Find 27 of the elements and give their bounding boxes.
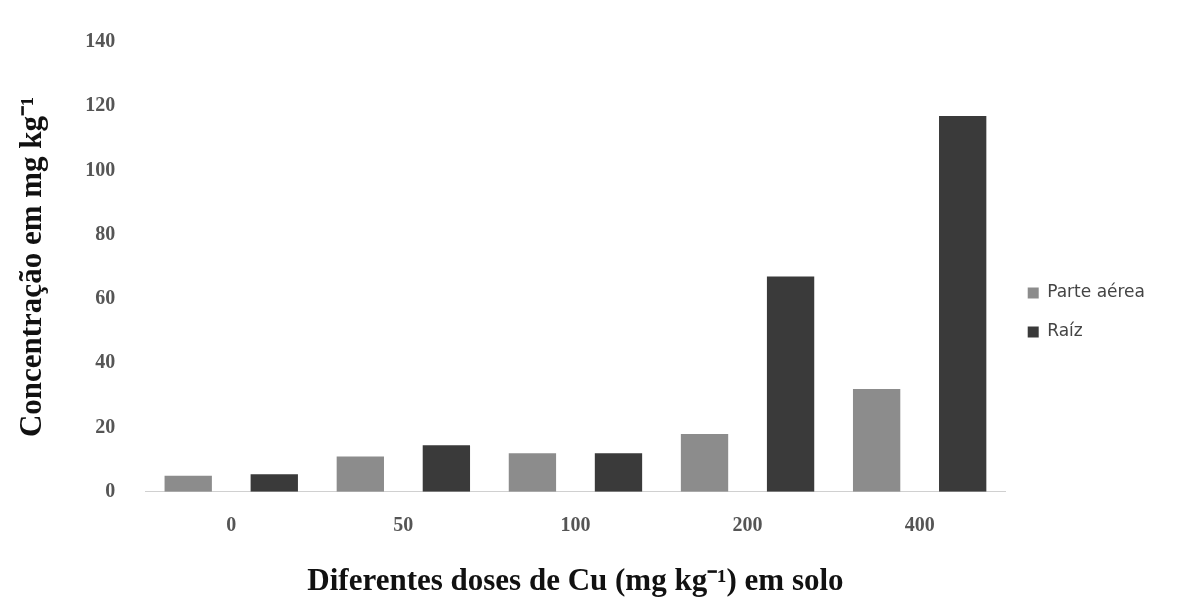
bar xyxy=(939,115,987,492)
bar xyxy=(680,433,729,492)
y-tick-label: 40 xyxy=(95,350,116,373)
legend-label: Parte aérea xyxy=(1047,281,1146,302)
bar xyxy=(422,445,471,492)
bar xyxy=(508,453,557,492)
y-tick-label: 80 xyxy=(95,221,116,244)
bar xyxy=(250,474,298,492)
bar xyxy=(852,388,901,492)
y-tick-label: 120 xyxy=(85,93,116,116)
x-tick-label: 200 xyxy=(732,512,763,535)
bar xyxy=(766,276,815,492)
y-tick-label: 140 xyxy=(85,29,116,52)
y-axis-title: Concentração em mg kg⁻¹ xyxy=(12,96,48,438)
bar xyxy=(336,456,384,492)
y-tick-label: 0 xyxy=(105,478,116,501)
bar xyxy=(164,475,212,492)
x-tick-label: 100 xyxy=(560,512,591,535)
y-tick-label: 60 xyxy=(95,286,116,309)
legend-label: Raíz xyxy=(1047,320,1083,341)
x-tick-label: 50 xyxy=(393,512,414,535)
x-axis-title: Diferentes doses de Cu (mg kg⁻¹) em solo xyxy=(307,562,844,598)
y-tick-label: 20 xyxy=(95,414,116,437)
x-tick-label: 0 xyxy=(226,512,237,535)
y-tick-label: 100 xyxy=(85,157,116,180)
bar xyxy=(594,453,643,492)
x-tick-label: 400 xyxy=(904,512,935,535)
